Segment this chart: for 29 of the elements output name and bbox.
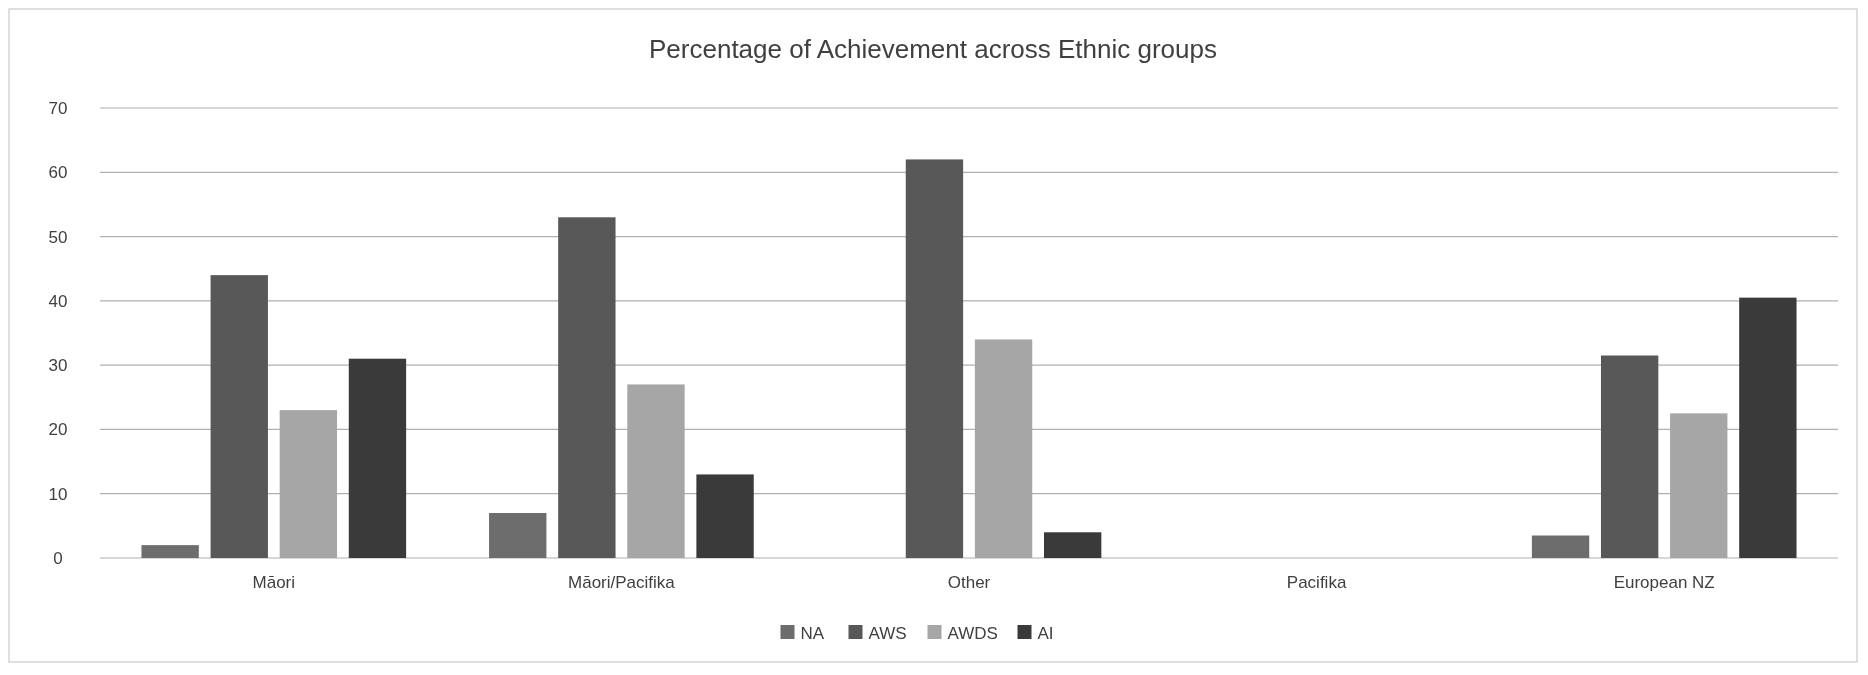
bar [1600,355,1659,558]
legend-label: NA [800,623,825,643]
y-tick-label: 50 [48,227,68,247]
bar [1739,297,1797,558]
bar [348,358,407,558]
legend-label: AI [1037,623,1054,643]
x-tick-label: Other [947,573,991,592]
y-tick-label: 20 [48,420,68,440]
legend-label: AWS [868,623,907,643]
y-tick-label: 70 [48,98,68,118]
legend-label: AWDS [947,623,998,643]
y-tick-label: 40 [48,291,68,311]
bar [558,217,616,558]
x-tick-label: Māori [252,573,296,592]
y-tick-label: 10 [48,484,68,504]
bar [696,474,754,558]
chart-title: Percentage of Achievement across Ethnic groups [649,34,1217,64]
bar [489,513,547,558]
bar [1043,532,1102,558]
x-tick-label: Māori/Pacifika [568,573,676,592]
y-tick-label: 30 [48,356,68,376]
x-tick-label: Pacifika [1286,573,1347,592]
y-tick-label: 60 [48,163,68,183]
bar [141,545,199,558]
y-tick-label: 0 [53,548,63,568]
bar [905,159,964,558]
bar [210,275,268,558]
bar [1531,535,1590,558]
x-tick-label: European NZ [1613,573,1715,592]
